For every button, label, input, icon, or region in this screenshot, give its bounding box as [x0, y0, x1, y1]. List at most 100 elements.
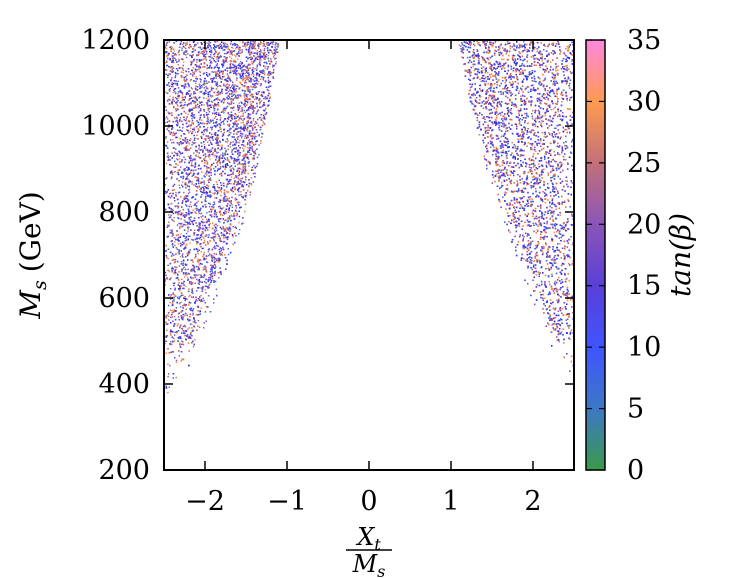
scatter-point — [182, 98, 184, 101]
scatter-point — [251, 107, 253, 110]
scatter-point — [175, 54, 177, 56]
scatter-point — [261, 136, 263, 138]
scatter-point — [212, 271, 214, 274]
scatter-point — [165, 192, 167, 194]
scatter-point — [240, 122, 242, 124]
scatter-point — [207, 45, 209, 47]
scatter-point — [237, 106, 239, 108]
scatter-point — [188, 205, 190, 208]
scatter-point — [216, 216, 218, 218]
scatter-point — [190, 157, 192, 159]
scatter-point — [220, 44, 223, 47]
scatter-point — [182, 84, 184, 87]
scatter-point — [179, 306, 182, 308]
scatter-point — [205, 292, 207, 294]
scatter-point — [212, 222, 214, 224]
scatter-point — [181, 181, 184, 183]
scatter-point — [174, 97, 177, 99]
scatter-point — [260, 100, 263, 102]
scatter-point — [202, 242, 204, 244]
scatter-point — [254, 43, 256, 45]
scatter-point — [230, 176, 233, 178]
scatter-point — [171, 142, 173, 144]
scatter-point — [168, 225, 170, 227]
scatter-point — [170, 214, 172, 216]
scatter-point — [213, 55, 215, 57]
scatter-point — [201, 247, 203, 250]
scatter-point — [189, 79, 192, 82]
scatter-point — [272, 43, 274, 46]
scatter-point — [237, 138, 239, 140]
scatter-point — [261, 91, 263, 94]
scatter-point — [208, 42, 210, 45]
scatter-point — [219, 221, 221, 223]
scatter-point — [185, 47, 187, 50]
scatter-point — [244, 137, 246, 140]
scatter-point — [244, 80, 247, 82]
scatter-point — [193, 134, 195, 137]
scatter-point — [235, 227, 237, 229]
scatter-point — [226, 52, 229, 54]
scatter-point — [210, 191, 212, 193]
scatter-point — [206, 161, 209, 164]
scatter-point — [170, 164, 173, 167]
scatter-point — [245, 133, 247, 136]
scatter-point — [177, 91, 180, 93]
scatter-point — [223, 75, 225, 78]
scatter-point — [238, 228, 241, 231]
scatter-point — [174, 357, 176, 359]
scatter-point — [196, 278, 198, 281]
scatter-point — [177, 202, 180, 204]
scatter-point — [234, 165, 236, 167]
scatter-point — [185, 119, 188, 121]
scatter-point — [179, 102, 181, 104]
scatter-point — [188, 142, 190, 144]
scatter-point — [204, 53, 207, 56]
scatter-point — [191, 220, 194, 223]
scatter-point — [237, 145, 240, 147]
scatter-point — [228, 182, 231, 185]
scatter-point — [272, 53, 274, 55]
scatter-point — [203, 322, 205, 324]
scatter-point — [239, 61, 242, 63]
scatter-point — [169, 66, 172, 69]
scatter-point — [242, 133, 244, 136]
scatter-point — [222, 134, 225, 137]
scatter-point — [215, 115, 217, 118]
scatter-point — [270, 59, 272, 62]
scatter-point — [272, 76, 274, 78]
scatter-point — [238, 190, 240, 193]
scatter-point — [182, 253, 184, 255]
scatter-point — [197, 280, 199, 282]
scatter-point — [206, 123, 209, 125]
scatter-point — [237, 72, 240, 75]
scatter-point — [206, 148, 208, 150]
scatter-point — [192, 321, 194, 323]
scatter-point — [226, 102, 229, 104]
scatter-point — [244, 124, 246, 127]
scatter-point — [182, 325, 185, 328]
scatter-point — [197, 314, 199, 316]
scatter-point — [215, 105, 217, 107]
scatter-point — [275, 61, 277, 63]
scatter-point — [172, 219, 174, 222]
scatter-point — [173, 220, 175, 223]
scatter-point — [192, 48, 195, 50]
scatter-point — [207, 141, 209, 143]
scatter-point — [219, 253, 222, 256]
scatter-point — [225, 191, 228, 193]
scatter-point — [174, 75, 177, 77]
scatter-point — [207, 251, 210, 253]
scatter-point — [184, 297, 186, 300]
scatter-point — [177, 210, 180, 213]
scatter-point — [265, 61, 267, 63]
scatter-point — [247, 136, 249, 138]
scatter-point — [191, 222, 193, 224]
scatter-point — [188, 109, 190, 111]
scatter-point — [248, 165, 250, 167]
scatter-point — [169, 95, 171, 97]
scatter-point — [234, 113, 236, 115]
scatter-point — [194, 276, 197, 279]
scatter-point — [229, 143, 231, 145]
scatter-point — [212, 154, 214, 156]
